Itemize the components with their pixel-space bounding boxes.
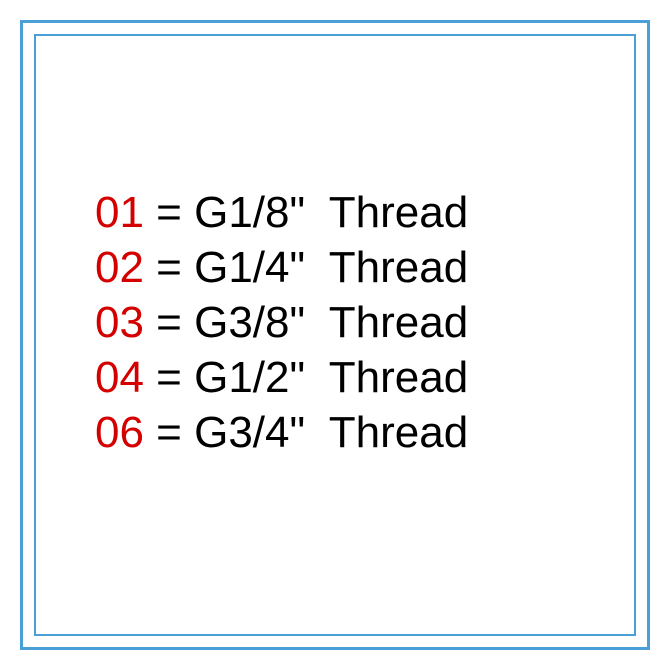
item-text: = G3/8" Thread — [144, 295, 468, 350]
item-code: 06 — [95, 405, 144, 460]
item-text: = G1/2" Thread — [144, 350, 468, 405]
list-item: 03 = G3/8" Thread — [95, 295, 468, 350]
list-item: 01 = G1/8" Thread — [95, 185, 468, 240]
item-text: = G1/8" Thread — [144, 185, 468, 240]
list-item: 06 = G3/4" Thread — [95, 405, 468, 460]
item-code: 04 — [95, 350, 144, 405]
item-code: 01 — [95, 185, 144, 240]
list-item: 04 = G1/2" Thread — [95, 350, 468, 405]
item-code: 02 — [95, 240, 144, 295]
list-item: 02 = G1/4" Thread — [95, 240, 468, 295]
item-text: = G3/4" Thread — [144, 405, 468, 460]
thread-size-list: 01 = G1/8" Thread 02 = G1/4" Thread 03 =… — [95, 185, 468, 460]
item-code: 03 — [95, 295, 144, 350]
item-text: = G1/4" Thread — [144, 240, 468, 295]
